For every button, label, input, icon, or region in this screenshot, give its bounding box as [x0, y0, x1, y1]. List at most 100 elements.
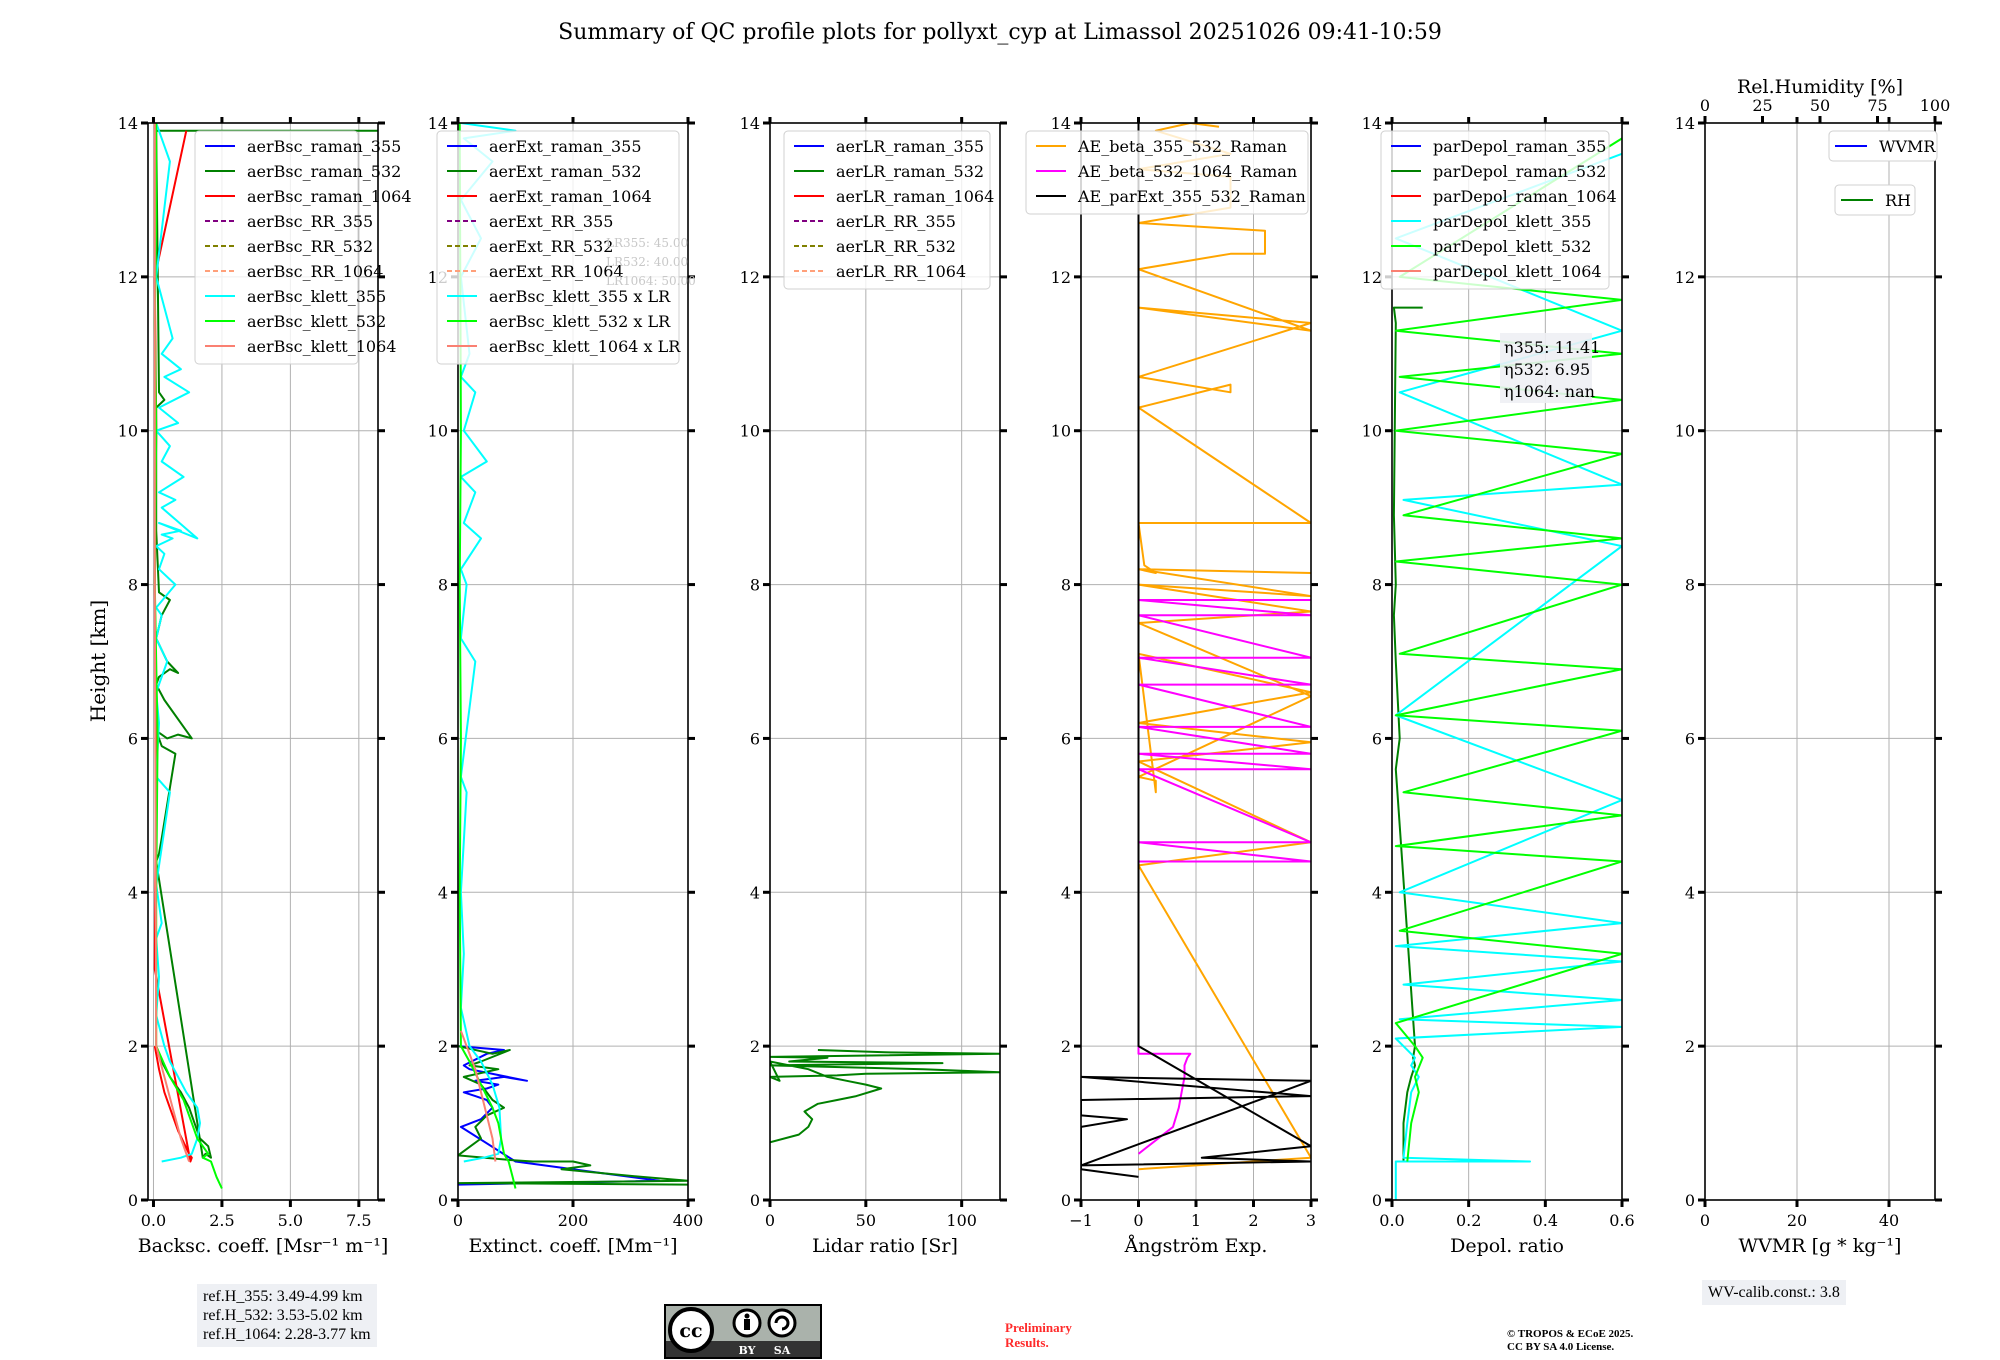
x-tick-label: 0.6	[1609, 1211, 1634, 1230]
legend-entry: aerLR_raman_355	[836, 137, 984, 156]
y-tick-label: 12	[118, 268, 138, 287]
legend-entry: aerExt_raman_355	[489, 137, 642, 156]
y-tick-label: 14	[1362, 114, 1382, 133]
legend-entry: aerLR_raman_532	[836, 162, 984, 181]
legend-entry: parDepol_klett_532	[1433, 237, 1591, 256]
axes-frame	[1391, 122, 1623, 1201]
eta-annotation: η1064: nan	[1504, 382, 1595, 401]
copyright-note: © TROPOS & ECoE 2025. CC BY SA 4.0 Licen…	[1507, 1328, 1633, 1354]
y-tick-label: 14	[428, 114, 448, 133]
y-tick-label: 4	[1685, 883, 1695, 902]
x-axis-label: Extinct. coeff. [Mm⁻¹]	[468, 1235, 677, 1257]
x-tick-label: 20	[1787, 1211, 1807, 1230]
legend-entry: parDepol_klett_1064	[1433, 262, 1602, 281]
plot-data-area	[770, 1049, 1000, 1144]
subplot-depol: 0 2 4 6 8 10 12 14 0.0 0.2 0.4 0.6 Depol. ratio parDe…	[1362, 114, 1635, 1257]
x-tick-label: −1	[1069, 1211, 1093, 1230]
subplot-lr: 0 2 4 6 8 10 12 14 0 50 100 Lidar ratio [Sr] aerLR_r…	[740, 114, 1007, 1257]
legend-entry: aerBsc_klett_532	[247, 312, 386, 331]
copyright-line-2: CC BY SA 4.0 License.	[1507, 1341, 1615, 1353]
preliminary-line-2: Results.	[1005, 1335, 1049, 1350]
y-tick-label: 0	[1061, 1191, 1071, 1210]
series-line-pardepol-klett-532	[1394, 137, 1622, 1162]
x-tick-label: 400	[673, 1211, 704, 1230]
legend-entry: aerExt_raman_532	[489, 162, 642, 181]
x-tick-label: 0	[453, 1211, 463, 1230]
lidar-ratio-annotation: LR355: 45.00	[606, 236, 688, 250]
cc-icon-text: cc	[679, 1320, 702, 1342]
y-tick-label: 6	[438, 729, 448, 748]
y-tick-label: 14	[1675, 114, 1695, 133]
ref-height-355: ref.H_355: 3.49-4.99 km	[203, 1288, 363, 1305]
annotation-bg	[1500, 333, 1592, 403]
y-tick-label: 8	[1372, 576, 1382, 595]
x-axis-label: Lidar ratio [Sr]	[812, 1235, 958, 1257]
y-tick-label: 0	[128, 1191, 138, 1210]
x-axis-label: Backsc. coeff. [Msr⁻¹ m⁻¹]	[138, 1235, 389, 1257]
sa-arrow-icon	[774, 1315, 790, 1331]
legend-entry: aerBsc_RR_532	[247, 237, 373, 256]
series-line-ae-beta-532-1064-raman	[1137, 599, 1311, 1155]
ref-height-1064: ref.H_1064: 2.28-3.77 km	[203, 1326, 371, 1343]
series-line-pardepol-raman-532	[1392, 306, 1423, 1162]
y-tick-label: 8	[750, 576, 760, 595]
y-tick-label: 14	[1051, 114, 1071, 133]
y-tick-label: 4	[1372, 883, 1382, 902]
legend-entry: aerLR_RR_355	[836, 212, 956, 231]
legend-entry: aerExt_raman_1064	[489, 187, 652, 206]
x-tick-label: 100	[946, 1211, 977, 1230]
x-tick-label: 0.4	[1533, 1211, 1558, 1230]
cc-circle-icon	[668, 1307, 714, 1353]
legend: aerExt_raman_355 aerExt_raman_532 aerExt_r…	[436, 130, 681, 365]
x-tick-label: 0	[1700, 1211, 1710, 1230]
legend-entry: aerLR_RR_1064	[836, 262, 966, 281]
x-axis-label: Depol. ratio	[1450, 1235, 1564, 1257]
legend-box	[783, 130, 991, 290]
y-tick-label: 6	[750, 729, 760, 748]
legend-entry: aerLR_RR_532	[836, 237, 956, 256]
y-tick-label: 10	[1675, 422, 1695, 441]
legend-entry: WVMR	[1879, 137, 1936, 156]
legend-box	[436, 130, 680, 365]
y-tick-label: 8	[1061, 576, 1071, 595]
ref-height-532: ref.H_532: 3.53-5.02 km	[203, 1307, 363, 1324]
eta-annotation: η355: 11.41	[1504, 338, 1600, 357]
wv-calib-box: WV-calib.const.: 3.8	[1702, 1280, 1846, 1305]
legend-box	[1380, 130, 1610, 290]
x-tick-label: 0.0	[141, 1211, 166, 1230]
legend: RH	[1834, 184, 1916, 216]
legend: AE_beta_355_532_Raman AE_beta_532_1064_Ra…	[1025, 130, 1309, 215]
legend-entry: aerBsc_klett_1064 x LR	[489, 337, 681, 356]
legend-entry: parDepol_raman_532	[1433, 162, 1606, 181]
x-tick-label: 7.5	[346, 1211, 371, 1230]
series-line-pardepol-klett-355	[1394, 152, 1622, 1200]
y-tick-label: 2	[438, 1037, 448, 1056]
y-tick-label: 4	[128, 883, 138, 902]
x-tick-label: 2.5	[209, 1211, 234, 1230]
x-tick-label: 0	[765, 1211, 775, 1230]
figure-title: Summary of QC profile plots for pollyxt_…	[558, 20, 1442, 45]
preliminary-results-note: Preliminary Results.	[1005, 1320, 1072, 1350]
lidar-ratio-annotation: LR1064: 50.00	[606, 274, 696, 288]
legend-entry: aerBsc_raman_1064	[247, 187, 412, 206]
y-tick-label: 12	[1051, 268, 1071, 287]
legend-entry: aerBsc_klett_1064	[247, 337, 396, 356]
x-tick-label: 3	[1306, 1211, 1316, 1230]
legend: parDepol_raman_355 parDepol_raman_532 parD…	[1380, 130, 1617, 290]
y-tick-label: 0	[438, 1191, 448, 1210]
y-tick-label: 2	[750, 1037, 760, 1056]
legend-entry: aerBsc_klett_355	[247, 287, 386, 306]
y-tick-label: 4	[438, 883, 448, 902]
series-line-aerbsc-klett-1064-x-lr	[459, 1030, 497, 1162]
y-tick-label: 12	[1675, 268, 1695, 287]
x-tick-label: 0.2	[1456, 1211, 1481, 1230]
series-line-aerlr-raman-532	[770, 1049, 1000, 1144]
legend-entry: AE_beta_355_532_Raman	[1077, 137, 1287, 156]
x-tick-label: 50	[856, 1211, 876, 1230]
legend-box	[1834, 184, 1916, 216]
legend-entry: parDepol_raman_1064	[1433, 187, 1617, 206]
axes-frame	[1704, 122, 1936, 1201]
x2-tick-label: 0	[1700, 96, 1710, 115]
y-tick-label: 12	[1362, 268, 1382, 287]
by-label: BY	[739, 1344, 756, 1357]
